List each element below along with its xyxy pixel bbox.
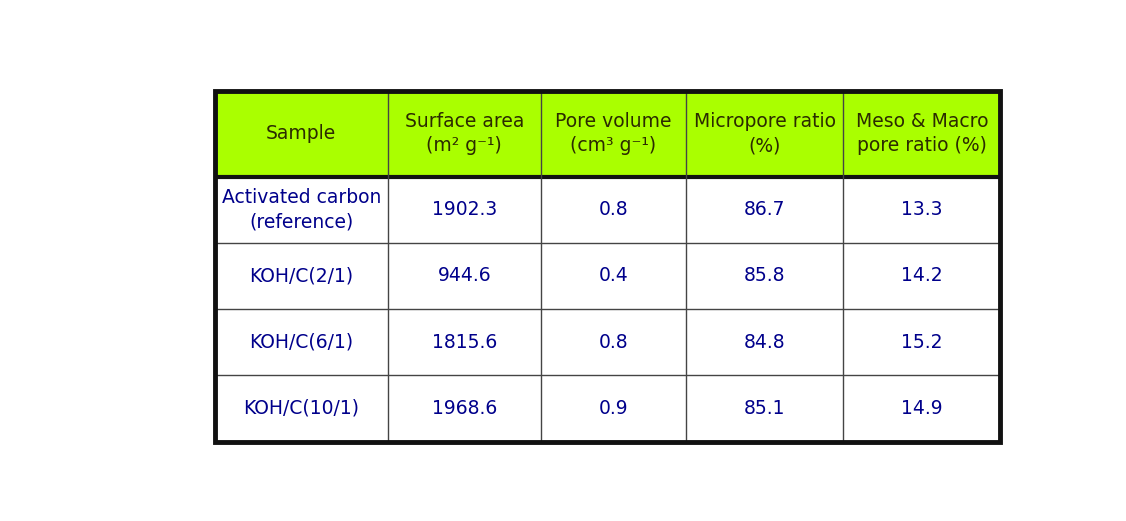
Text: 1815.6: 1815.6 (431, 333, 497, 352)
Bar (843, 243, 1000, 309)
Bar (387, 375, 540, 442)
Bar (215, 309, 387, 375)
Bar (215, 177, 387, 243)
Text: KOH/C(10/1): KOH/C(10/1) (243, 399, 359, 418)
Text: KOH/C(2/1): KOH/C(2/1) (249, 266, 354, 286)
Text: 13.3: 13.3 (901, 200, 942, 219)
Bar (215, 91, 387, 177)
Text: 0.8: 0.8 (599, 333, 628, 352)
Bar (387, 91, 540, 177)
Bar (686, 375, 843, 442)
Text: 86.7: 86.7 (744, 200, 786, 219)
Bar (215, 375, 387, 442)
Text: 15.2: 15.2 (901, 333, 942, 352)
Text: 0.4: 0.4 (599, 266, 628, 286)
Text: Activated carbon
(reference): Activated carbon (reference) (222, 188, 381, 231)
Bar (215, 243, 387, 309)
Text: 1902.3: 1902.3 (431, 200, 497, 219)
Bar (387, 309, 540, 375)
Bar (686, 243, 843, 309)
Text: Micropore ratio
(%): Micropore ratio (%) (694, 112, 835, 155)
Bar (843, 177, 1000, 243)
Bar (686, 91, 843, 177)
Text: Pore volume
(cm³ g⁻¹): Pore volume (cm³ g⁻¹) (555, 112, 672, 155)
Bar (843, 375, 1000, 442)
Text: 1968.6: 1968.6 (431, 399, 497, 418)
Text: Meso & Macro
pore ratio (%): Meso & Macro pore ratio (%) (856, 112, 988, 155)
Text: KOH/C(6/1): KOH/C(6/1) (249, 333, 354, 352)
Bar (540, 309, 686, 375)
Bar (686, 309, 843, 375)
Bar (540, 91, 686, 177)
Text: 14.2: 14.2 (901, 266, 942, 286)
Text: 14.9: 14.9 (901, 399, 942, 418)
Bar (387, 243, 540, 309)
Text: 0.8: 0.8 (599, 200, 628, 219)
Bar (215, 91, 1000, 442)
Bar (387, 177, 540, 243)
Bar (540, 375, 686, 442)
Text: 85.1: 85.1 (744, 399, 786, 418)
Text: Surface area
(m² g⁻¹): Surface area (m² g⁻¹) (404, 112, 524, 155)
Bar (686, 177, 843, 243)
Text: Sample: Sample (266, 124, 337, 143)
Bar (540, 177, 686, 243)
Bar (540, 243, 686, 309)
Bar (843, 309, 1000, 375)
Text: 944.6: 944.6 (438, 266, 491, 286)
Text: 0.9: 0.9 (599, 399, 628, 418)
Text: 84.8: 84.8 (744, 333, 786, 352)
Text: 85.8: 85.8 (744, 266, 786, 286)
Bar (843, 91, 1000, 177)
